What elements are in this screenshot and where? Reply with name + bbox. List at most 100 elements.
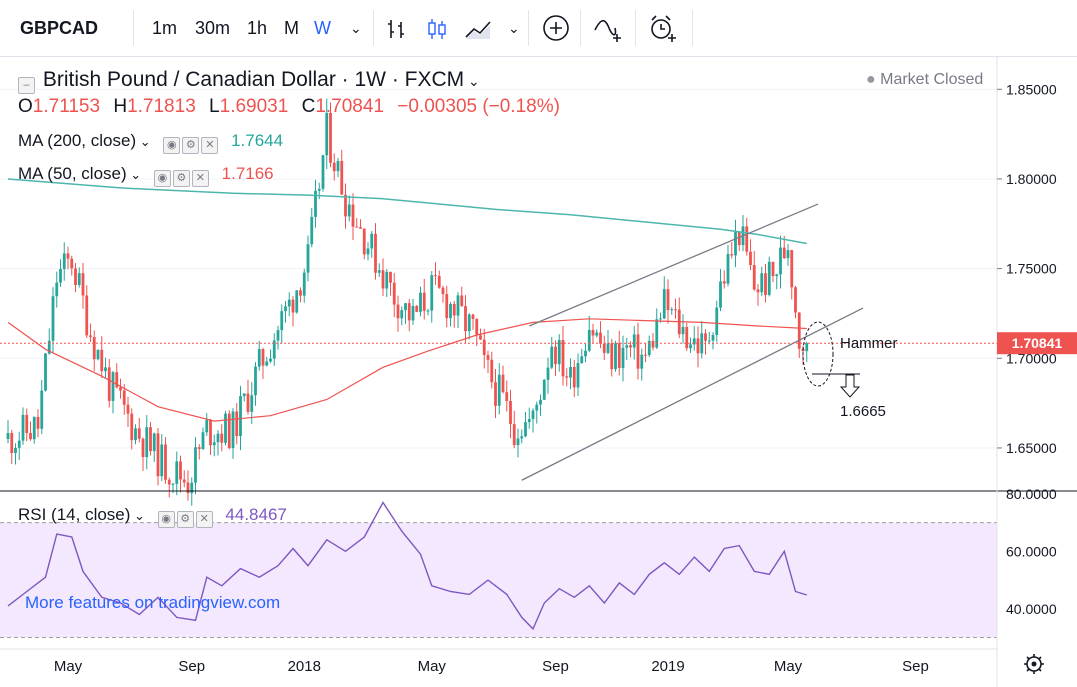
ma200-settings-icon[interactable]: ⚙ (182, 137, 200, 154)
candle (329, 102, 332, 168)
ohlc-row: O1.71153 H1.71813 L1.69031 C1.70841 −0.0… (18, 96, 560, 118)
candle (734, 219, 737, 268)
open-prefix: O (18, 96, 33, 117)
candle (385, 269, 389, 298)
price-tick-label: 1.65000 (1006, 440, 1057, 456)
ma50-close-icon[interactable]: ✕ (191, 170, 209, 187)
interval-week[interactable]: W (314, 18, 331, 38)
interval-1h[interactable]: 1h (247, 18, 268, 38)
rsi-tick-label: 80.0000 (1006, 486, 1057, 502)
ma50-eye-icon[interactable]: ◉ (153, 170, 171, 187)
candle (400, 306, 404, 326)
candle (475, 318, 479, 347)
price-tick-label: 1.70000 (1006, 350, 1057, 366)
candle (704, 328, 707, 355)
candle (212, 434, 216, 457)
candle (681, 314, 685, 344)
candle (55, 271, 59, 308)
add-indicator-icon[interactable] (542, 14, 570, 42)
symbol-search[interactable]: GBPCAD (20, 18, 99, 38)
rsi-axis[interactable]: 80.0000 60.0000 40.0000 (1006, 486, 1057, 617)
candle (231, 408, 235, 459)
toolbar-divider (635, 10, 636, 46)
rsi-eye-icon[interactable]: ◉ (157, 511, 175, 528)
collapse-square-icon[interactable]: – (18, 77, 35, 94)
candle (70, 255, 74, 276)
candle (137, 417, 141, 443)
candle (126, 396, 130, 427)
rsi-chevron-down-icon[interactable]: ⌄ (130, 508, 145, 523)
time-tick-label: Sep (542, 658, 569, 675)
candle (719, 269, 722, 312)
area-chart-icon[interactable] (464, 17, 494, 41)
candle (134, 424, 137, 445)
candle (340, 149, 344, 195)
candle (554, 340, 557, 376)
interval-month[interactable]: M (284, 18, 299, 38)
candle (625, 337, 629, 361)
time-tick-label: May (418, 658, 447, 675)
candle (685, 322, 689, 352)
candle (92, 330, 96, 372)
candle (156, 427, 160, 486)
ma50-value: 1.7166 (221, 164, 274, 183)
candles-icon[interactable] (425, 17, 449, 41)
intervals-chevron-down-icon[interactable]: ⌄ (350, 20, 362, 36)
candle (449, 302, 452, 327)
candle (152, 432, 156, 463)
candle (591, 323, 595, 344)
last-price-tag: 1.70841 (997, 332, 1077, 355)
ma200-legend: MA (200, close) ⌄ ◉ ⚙ ✕ 1.7644 (18, 131, 283, 154)
ma50-label[interactable]: MA (50, close) (18, 164, 127, 183)
interval-1m[interactable]: 1m (152, 18, 178, 38)
candle (299, 287, 302, 303)
candle (310, 207, 314, 248)
watermark-link[interactable]: More features on tradingview.com (25, 593, 280, 612)
candle (456, 292, 460, 328)
candle (524, 412, 527, 438)
settings-gear-icon[interactable] (1024, 654, 1044, 674)
rsi-close-icon[interactable]: ✕ (195, 511, 213, 528)
ma200-label[interactable]: MA (200, close) (18, 131, 137, 150)
price-tick-label: 1.80000 (1006, 171, 1057, 187)
compare-icon[interactable] (593, 14, 625, 42)
rsi-label[interactable]: RSI (14, close) (18, 505, 131, 524)
chart-title[interactable]: British Pound / Canadian Dollar · 1W · F… (42, 68, 465, 91)
alarm-clock-icon[interactable] (648, 14, 678, 42)
candle (186, 470, 190, 501)
time-axis[interactable]: May Sep 2018 May Sep 2019 May Sep (54, 658, 929, 675)
candle (722, 270, 726, 289)
price-axis[interactable]: 1.85000 1.80000 1.75000 1.70000 1.65000 (997, 81, 1057, 456)
chart-type-chevron-down-icon[interactable]: ⌄ (508, 20, 520, 36)
candle (179, 455, 182, 493)
candle (10, 429, 14, 464)
candle (674, 298, 677, 319)
ma200-close-icon[interactable]: ✕ (201, 137, 219, 154)
rsi-band-fill (0, 522, 997, 638)
candle (44, 353, 47, 392)
chart-canvas[interactable]: 1.85000 1.80000 1.75000 1.70000 1.65000 80.0… (0, 57, 1077, 687)
interval-30m[interactable]: 30m (195, 18, 231, 38)
close-value: 1.70841 (315, 96, 385, 117)
candle (490, 351, 494, 389)
candle (535, 401, 539, 424)
candle (569, 358, 572, 390)
candle (396, 295, 400, 332)
candle (404, 303, 407, 324)
bar-chart-icon[interactable] (385, 17, 409, 41)
rsi-settings-icon[interactable]: ⚙ (176, 511, 194, 528)
ma200-chevron-down-icon[interactable]: ⌄ (136, 134, 151, 149)
candle (306, 235, 310, 282)
candle (336, 158, 340, 178)
title-chevron-down-icon[interactable]: ⌄ (464, 73, 480, 89)
ma50-settings-icon[interactable]: ⚙ (172, 170, 190, 187)
candle (584, 343, 587, 363)
market-status: ● Market Closed (866, 71, 983, 89)
candle (779, 235, 782, 289)
candle (636, 322, 640, 380)
candle (317, 182, 321, 200)
candle (512, 410, 516, 449)
ma200-eye-icon[interactable]: ◉ (163, 137, 181, 154)
candle (96, 349, 100, 361)
ma50-chevron-down-icon[interactable]: ⌄ (126, 167, 142, 182)
